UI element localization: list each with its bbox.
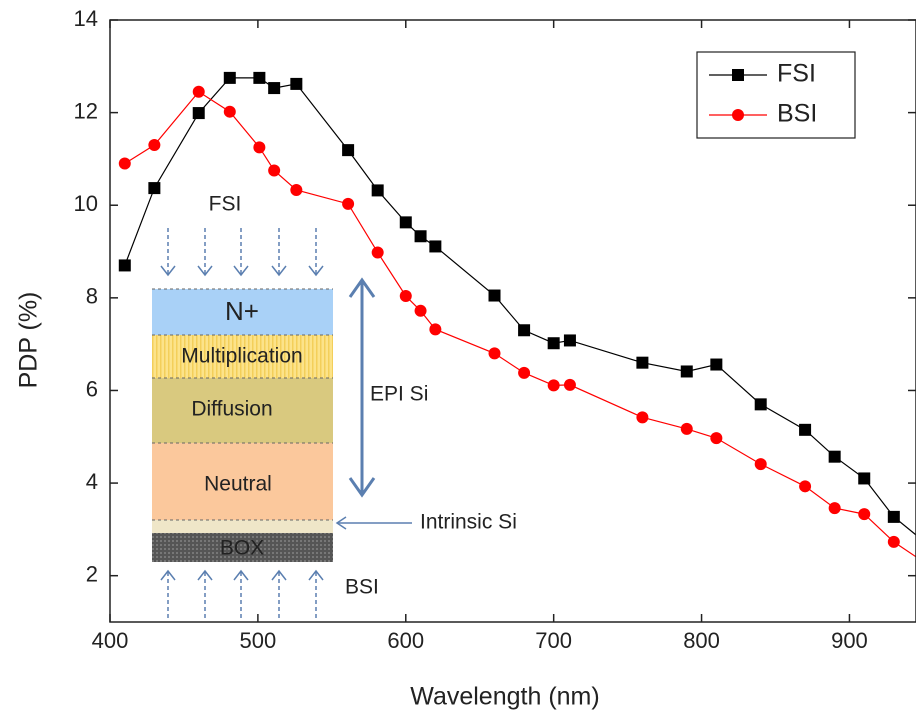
legend-marker	[732, 69, 744, 81]
layer-label: Multiplication	[181, 345, 302, 368]
data-point	[399, 216, 412, 229]
data-point	[518, 366, 531, 379]
data-point	[192, 107, 205, 120]
data-point	[429, 240, 442, 253]
layer-intrinsic	[152, 520, 333, 533]
data-point	[290, 183, 303, 196]
series	[118, 85, 916, 558]
data-point	[414, 230, 427, 243]
legend-label: FSI	[777, 60, 816, 88]
data-point	[754, 398, 767, 411]
data-point	[253, 141, 266, 154]
layer-neutral	[152, 443, 333, 520]
data-point	[253, 71, 266, 84]
data-point	[429, 323, 442, 336]
series	[118, 71, 916, 536]
data-point	[223, 105, 236, 118]
legend-label: BSI	[777, 100, 817, 128]
y-tick-label: 8	[86, 284, 98, 309]
y-axis-label: PDP (%)	[15, 292, 43, 389]
data-point	[799, 480, 812, 493]
data-point	[192, 85, 205, 98]
data-point	[828, 450, 841, 463]
data-point	[887, 510, 900, 523]
layer-label: Diffusion	[191, 398, 272, 421]
layer-n-plus	[152, 289, 333, 335]
data-point	[290, 77, 303, 90]
y-tick-label: 6	[86, 376, 98, 401]
data-point	[636, 411, 649, 424]
data-point	[371, 246, 384, 259]
data-point	[118, 157, 131, 170]
data-point	[342, 144, 355, 157]
x-axis-label: Wavelength (nm)	[410, 683, 599, 711]
legend-box	[696, 51, 856, 139]
inset-label: Intrinsic Si	[420, 511, 517, 534]
layer-label: N+	[225, 296, 259, 326]
data-point	[148, 139, 161, 152]
data-point	[547, 337, 560, 350]
layer-label: Neutral	[204, 473, 272, 496]
data-point	[887, 535, 900, 548]
y-tick-label: 4	[86, 469, 98, 494]
data-point	[710, 358, 723, 371]
data-point	[488, 347, 501, 360]
inset-label: EPI Si	[370, 383, 428, 406]
data-point	[342, 197, 355, 210]
data-point	[518, 324, 531, 337]
layer-label: BOX	[220, 537, 264, 560]
data-point	[488, 289, 501, 302]
data-point	[268, 82, 281, 95]
data-point	[547, 379, 560, 392]
legend-marker	[732, 109, 744, 121]
x-tick-label: 400	[92, 628, 129, 653]
x-tick-label: 800	[683, 628, 720, 653]
data-point	[563, 334, 576, 347]
x-tick-label: 600	[387, 628, 424, 653]
y-tick-label: 12	[74, 98, 98, 123]
data-point	[399, 289, 412, 302]
data-point	[636, 356, 649, 369]
y-tick-label: 2	[86, 562, 98, 587]
layer-box	[152, 533, 333, 562]
data-point	[828, 502, 841, 515]
data-point	[680, 422, 693, 435]
data-point	[118, 259, 131, 272]
data-point	[680, 365, 693, 378]
x-tick-label: 500	[240, 628, 277, 653]
data-point	[268, 164, 281, 177]
layer-diffusion	[152, 378, 333, 443]
layer-multiplication	[152, 335, 333, 378]
data-point	[799, 423, 812, 436]
x-tick-label: 700	[535, 628, 572, 653]
data-point	[223, 71, 236, 84]
data-point	[414, 304, 427, 317]
inset-diagram: N+ Multiplication Diffusion Neutral BOX …	[152, 193, 517, 618]
data-point	[371, 184, 384, 197]
data-point	[754, 458, 767, 471]
data-point	[858, 472, 871, 485]
data-point	[563, 378, 576, 391]
inset-label: FSI	[209, 193, 242, 216]
data-point	[148, 182, 161, 195]
y-tick-label: 14	[74, 6, 98, 31]
x-tick-label: 900	[831, 628, 868, 653]
data-point	[710, 432, 723, 445]
inset-label: BSI	[345, 576, 379, 599]
data-point	[858, 508, 871, 521]
y-tick-label: 10	[74, 191, 98, 216]
plot-frame	[109, 19, 916, 623]
